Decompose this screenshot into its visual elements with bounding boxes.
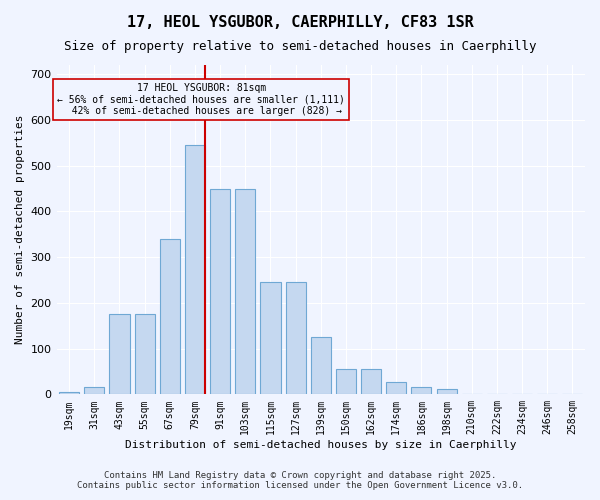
Bar xyxy=(235,188,256,394)
Bar xyxy=(134,314,155,394)
Bar xyxy=(336,369,356,394)
Text: Size of property relative to semi-detached houses in Caerphilly: Size of property relative to semi-detach… xyxy=(64,40,536,53)
Bar xyxy=(412,388,431,394)
Bar xyxy=(311,337,331,394)
Bar xyxy=(160,239,180,394)
Bar xyxy=(361,369,381,394)
Text: 17, HEOL YSGUBOR, CAERPHILLY, CF83 1SR: 17, HEOL YSGUBOR, CAERPHILLY, CF83 1SR xyxy=(127,15,473,30)
Bar xyxy=(109,314,130,394)
Bar xyxy=(386,382,406,394)
Bar xyxy=(286,282,305,395)
Bar xyxy=(84,388,104,394)
Bar xyxy=(59,392,79,394)
X-axis label: Distribution of semi-detached houses by size in Caerphilly: Distribution of semi-detached houses by … xyxy=(125,440,517,450)
Bar xyxy=(260,282,281,395)
Text: 17 HEOL YSGUBOR: 81sqm
← 56% of semi-detached houses are smaller (1,111)
  42% o: 17 HEOL YSGUBOR: 81sqm ← 56% of semi-det… xyxy=(58,84,345,116)
Bar xyxy=(210,188,230,394)
Y-axis label: Number of semi-detached properties: Number of semi-detached properties xyxy=(15,115,25,344)
Bar xyxy=(185,145,205,394)
Text: Contains HM Land Registry data © Crown copyright and database right 2025.
Contai: Contains HM Land Registry data © Crown c… xyxy=(77,470,523,490)
Bar xyxy=(437,389,457,394)
